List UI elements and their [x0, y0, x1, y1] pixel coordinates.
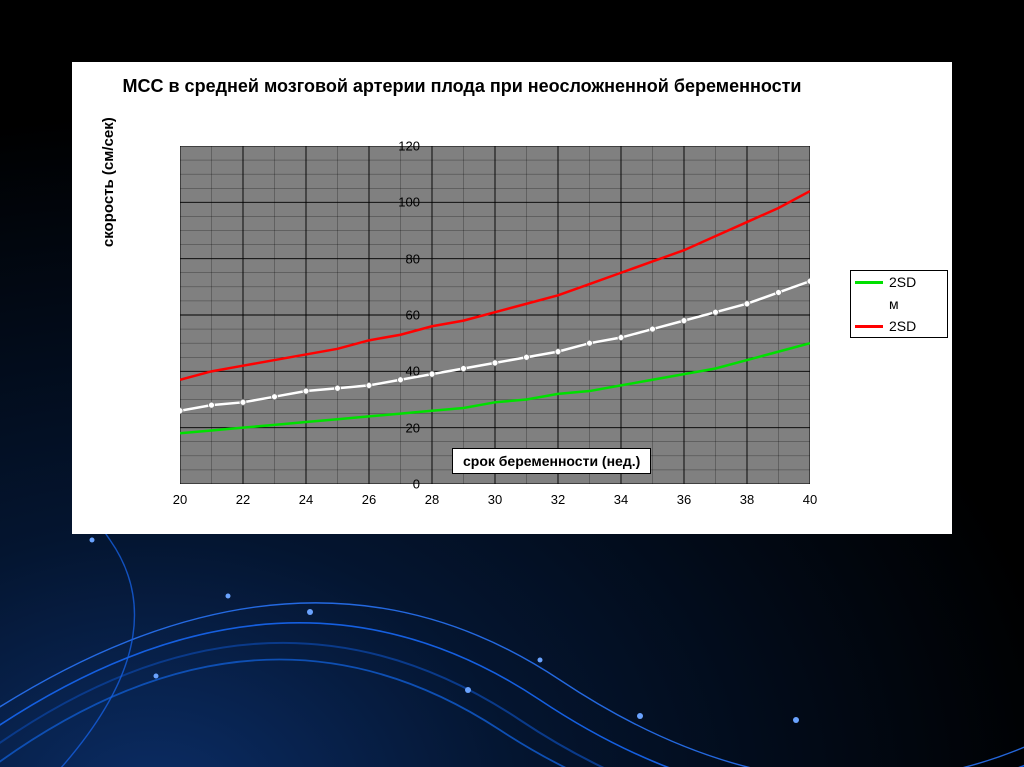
legend-label: 2SD: [889, 318, 916, 334]
x-tick-label: 38: [732, 492, 762, 507]
y-tick-label: 60: [380, 308, 420, 323]
y-tick-label: 40: [380, 364, 420, 379]
y-axis-label: скорость (см/сек): [100, 117, 117, 247]
legend-item: 2SD: [851, 315, 947, 337]
x-tick-label: 28: [417, 492, 447, 507]
y-tick-label: 0: [380, 477, 420, 492]
x-tick-label: 20: [165, 492, 195, 507]
legend-swatch: [855, 325, 883, 328]
x-tick-label: 24: [291, 492, 321, 507]
legend-item: м: [851, 293, 947, 315]
plot-svg: [180, 146, 810, 484]
chart-panel: МСС в средней мозговой артерии плода при…: [72, 62, 952, 534]
y-tick-label: 80: [380, 251, 420, 266]
legend-item: 2SD: [851, 271, 947, 293]
y-tick-label: 100: [380, 195, 420, 210]
x-axis-label: срок беременности (нед.): [452, 448, 651, 474]
legend-label: 2SD: [889, 274, 916, 290]
chart-title: МСС в средней мозговой артерии плода при…: [72, 76, 852, 97]
x-tick-label: 36: [669, 492, 699, 507]
legend: 2SD м 2SD: [850, 270, 948, 338]
x-tick-label: 34: [606, 492, 636, 507]
legend-swatch: [855, 281, 883, 284]
x-tick-label: 32: [543, 492, 573, 507]
x-tick-label: 40: [795, 492, 825, 507]
y-tick-label: 120: [380, 139, 420, 154]
legend-label: м: [889, 296, 899, 312]
x-tick-label: 26: [354, 492, 384, 507]
x-tick-label: 30: [480, 492, 510, 507]
y-tick-label: 20: [380, 420, 420, 435]
x-tick-label: 22: [228, 492, 258, 507]
plot-area: [180, 146, 810, 484]
